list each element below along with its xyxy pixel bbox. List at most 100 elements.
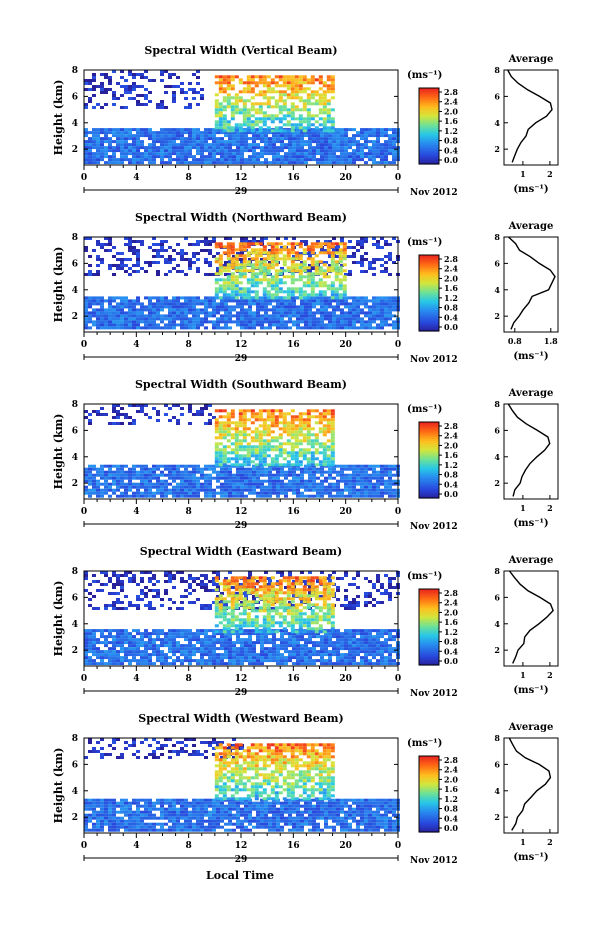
heatmap-cell bbox=[314, 263, 319, 267]
heatmap-cell bbox=[304, 143, 308, 147]
heatmap-cell bbox=[326, 242, 331, 246]
heatmap-cell bbox=[298, 451, 303, 455]
heatmap-cell bbox=[204, 407, 208, 410]
heatmap-cell bbox=[218, 421, 223, 425]
heatmap-cell bbox=[274, 281, 279, 285]
heatmap-cell bbox=[336, 482, 340, 486]
heatmap-cell bbox=[236, 317, 240, 321]
colorbar-segment bbox=[419, 427, 439, 431]
heatmap-cell bbox=[112, 644, 116, 648]
heatmap-cell bbox=[264, 158, 268, 162]
heatmap-cell bbox=[272, 320, 276, 324]
heatmap-cell bbox=[372, 140, 376, 144]
heatmap-cell bbox=[252, 491, 256, 495]
heatmap-cell bbox=[308, 476, 312, 480]
heatmap-cell bbox=[246, 123, 251, 127]
heatmap-cell bbox=[100, 258, 104, 261]
heatmap-cell bbox=[280, 479, 284, 483]
heatmap-cell bbox=[88, 317, 92, 321]
heatmap-cell bbox=[116, 485, 120, 489]
heatmap-cell bbox=[88, 413, 92, 416]
heatmap-cell bbox=[216, 252, 220, 255]
heatmap-cell bbox=[228, 261, 232, 264]
heatmap-cell bbox=[280, 146, 284, 150]
heatmap-cell bbox=[298, 278, 303, 282]
heatmap-cell bbox=[152, 650, 156, 654]
heatmap-cell bbox=[234, 451, 239, 455]
heatmap-cell bbox=[238, 126, 243, 130]
heatmap-cell bbox=[208, 656, 212, 660]
heatmap-cell bbox=[230, 457, 235, 461]
heatmap-cell bbox=[340, 326, 344, 330]
heatmap-cell bbox=[298, 424, 303, 428]
heatmap-cell bbox=[120, 464, 124, 468]
heatmap-cell bbox=[196, 76, 200, 79]
heatmap-cell bbox=[294, 105, 299, 109]
heatmap-cell bbox=[200, 155, 204, 159]
heatmap-cell bbox=[136, 317, 140, 321]
heatmap-cell bbox=[286, 290, 291, 294]
heatmap-cell bbox=[242, 129, 247, 133]
heatmap-cell bbox=[104, 482, 108, 486]
heatmap-cell bbox=[208, 311, 212, 315]
heatmap-cell bbox=[254, 257, 259, 261]
heatmap-cell bbox=[180, 635, 184, 639]
heatmap-cell bbox=[196, 638, 200, 642]
heatmap-cell bbox=[218, 126, 223, 130]
heatmap-cell bbox=[84, 273, 88, 276]
heatmap-cell bbox=[160, 79, 164, 82]
heatmap-cell bbox=[204, 653, 208, 657]
heatmap-cell bbox=[116, 653, 120, 657]
heatmap-cell bbox=[384, 464, 388, 468]
heatmap-cell bbox=[286, 460, 291, 464]
heatmap-cell bbox=[294, 251, 299, 255]
heatmap-cell bbox=[274, 287, 279, 291]
x-tick-label: 16 bbox=[287, 340, 300, 350]
heatmap-cell bbox=[316, 146, 320, 150]
heatmap-cell bbox=[120, 473, 124, 477]
heatmap-cell bbox=[156, 476, 160, 480]
heatmap-cell bbox=[124, 470, 128, 474]
heatmap-cell bbox=[372, 155, 376, 159]
heatmap-cell bbox=[108, 650, 112, 654]
heatmap-cell bbox=[344, 140, 348, 144]
heatmap-cell bbox=[344, 473, 348, 477]
heatmap-cell bbox=[240, 641, 244, 645]
heatmap-cell bbox=[160, 243, 164, 246]
heatmap-cell bbox=[148, 128, 152, 132]
heatmap-cell bbox=[136, 494, 140, 498]
heatmap-cell bbox=[290, 448, 295, 452]
heatmap-cell bbox=[262, 117, 267, 121]
heatmap-cell bbox=[120, 485, 124, 489]
heatmap-cell bbox=[372, 308, 376, 312]
heatmap-cell bbox=[372, 485, 376, 489]
heatmap-cell bbox=[216, 641, 220, 645]
heatmap-cell bbox=[276, 155, 280, 159]
heatmap-cell bbox=[314, 242, 319, 246]
heatmap-cell bbox=[168, 491, 172, 495]
heatmap-cell bbox=[144, 470, 148, 474]
heatmap-cell bbox=[304, 488, 308, 492]
heatmap-cell bbox=[392, 320, 396, 324]
heatmap-cell bbox=[224, 650, 228, 654]
heatmap-cell bbox=[188, 320, 192, 324]
heatmap-cell bbox=[224, 302, 228, 306]
heatmap-cell bbox=[284, 320, 288, 324]
colorbar-segment bbox=[419, 158, 439, 161]
heatmap-cell bbox=[372, 476, 376, 480]
heatmap-cell bbox=[100, 650, 104, 654]
heatmap-cell bbox=[288, 143, 292, 147]
heatmap-cell bbox=[156, 317, 160, 321]
heatmap-cell bbox=[88, 140, 92, 144]
heatmap-cell bbox=[136, 296, 140, 300]
heatmap-cell bbox=[292, 308, 296, 312]
heatmap-cell bbox=[164, 155, 168, 159]
heatmap-cell bbox=[238, 269, 243, 273]
heatmap-cell bbox=[368, 134, 372, 138]
heatmap-cell bbox=[176, 470, 180, 474]
heatmap-cell bbox=[344, 323, 348, 327]
heatmap-cell bbox=[330, 90, 335, 94]
heatmap-cell bbox=[92, 491, 96, 495]
heatmap-cell bbox=[232, 143, 236, 147]
